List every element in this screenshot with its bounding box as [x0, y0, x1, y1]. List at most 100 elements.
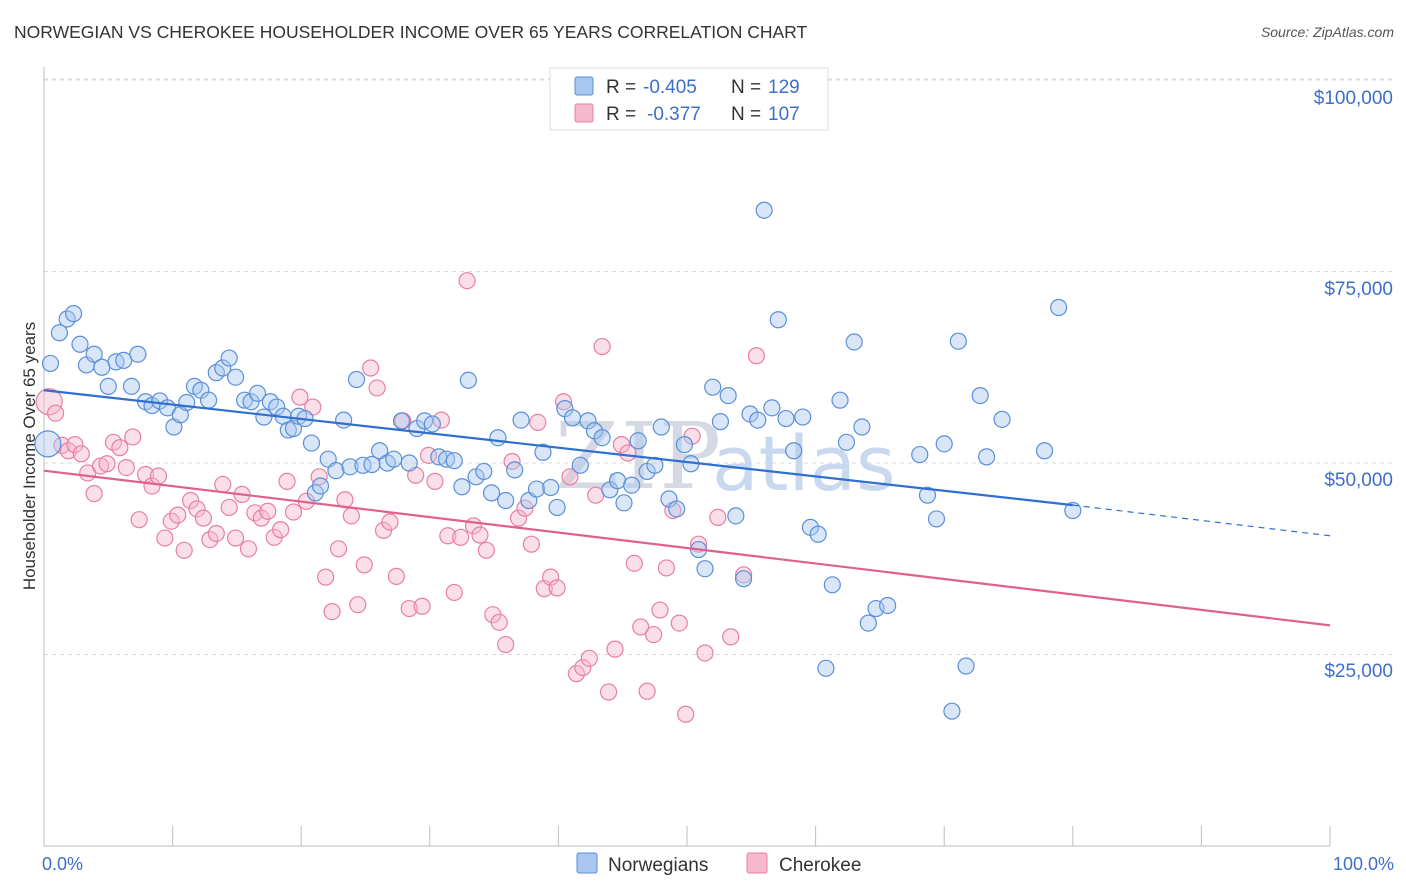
cherokee-point-12	[117, 458, 135, 477]
norwegian-point-105	[785, 442, 803, 460]
norwegian-point-118	[911, 445, 929, 464]
norwegian-point-86	[646, 456, 664, 474]
norwegian-point-44	[335, 411, 353, 429]
norwegian-point-110	[823, 576, 841, 594]
norwegian-point-52	[392, 412, 411, 430]
grid-lines	[44, 78, 1394, 655]
norwegian-point-121	[935, 435, 953, 453]
norwegian-point-23	[200, 391, 218, 409]
cherokee-point-68	[477, 541, 495, 559]
norwegian-point-47	[354, 456, 372, 474]
norwegian-point-66	[497, 491, 515, 510]
norwegian-point-125	[971, 386, 989, 405]
cherokee-point-21	[175, 541, 193, 559]
cherokee-point-33	[252, 509, 270, 527]
norwegian-trendline-extension	[1072, 504, 1331, 537]
cherokee-point-1	[46, 404, 65, 422]
cherokee-point-53	[381, 513, 399, 531]
cherokee-point-27	[214, 475, 232, 494]
cherokee-points	[35, 272, 766, 723]
cherokee-point-20	[169, 506, 187, 524]
cherokee-point-94	[644, 625, 663, 644]
source-label: Source: ZipAtlas.com	[1260, 24, 1394, 40]
legend-r-label-norwegians: R =	[606, 77, 636, 98]
norwegian-point-73	[548, 498, 566, 517]
norwegian-point-87	[652, 418, 670, 436]
cherokee-point-47	[342, 507, 360, 525]
norwegian-point-112	[837, 433, 856, 451]
norwegian-point-67	[506, 461, 524, 479]
y-tick-label-50000: $50,000	[1324, 470, 1393, 491]
norwegian-point-75	[563, 409, 582, 427]
cherokee-point-96	[657, 559, 676, 577]
norwegian-point-60	[453, 478, 471, 496]
cherokee-point-86	[593, 337, 611, 356]
cherokee-point-37	[278, 472, 296, 490]
norwegian-point-7	[85, 345, 103, 363]
norwegian-point-120	[927, 510, 946, 528]
norwegian-point-81	[608, 472, 627, 490]
x-tick-label-0: 0.0%	[42, 854, 83, 874]
norwegian-point-46	[347, 370, 366, 389]
cherokee-point-87	[599, 683, 618, 701]
cherokee-point-51	[368, 379, 386, 397]
correlation-legend: R = -0.405 N = 129 R = -0.377 N = 107	[549, 67, 829, 131]
chart-title: NORWEGIAN VS CHEROKEE HOUSEHOLDER INCOME…	[14, 22, 808, 42]
norwegian-point-102	[763, 399, 781, 417]
bottom-legend-swatch-norwegians	[576, 852, 598, 874]
norwegian-point-90	[675, 436, 694, 454]
norwegian-point-106	[794, 408, 812, 426]
y-tick-label-100000: $100,000	[1314, 88, 1393, 109]
cherokee-point-19	[162, 512, 180, 530]
cherokee-point-82	[567, 665, 586, 683]
cherokee-point-39	[291, 388, 309, 406]
norwegian-point-94	[704, 378, 722, 396]
norwegian-point-101	[755, 201, 773, 219]
cherokee-point-104	[722, 628, 740, 646]
cherokee-point-48	[349, 596, 367, 614]
norwegian-point-33	[268, 398, 286, 416]
cherokee-point-83	[574, 658, 592, 677]
norwegian-point-4	[64, 305, 83, 323]
cherokee-trendline	[43, 469, 1331, 627]
cherokee-point-92	[632, 618, 650, 636]
norwegian-point-117	[879, 596, 897, 615]
cherokee-point-56	[400, 599, 418, 618]
bottom-legend-label-norwegians: Norwegians	[608, 855, 708, 876]
norwegian-point-96	[719, 386, 737, 405]
norwegian-point-103	[769, 311, 787, 329]
cherokee-point-25	[201, 530, 219, 549]
legend-box	[549, 67, 829, 131]
cherokee-point-84	[580, 649, 598, 667]
norwegian-point-31	[255, 408, 273, 426]
legend-r-value-cherokee: -0.377	[647, 104, 701, 125]
cherokee-point-81	[561, 468, 579, 486]
norwegian-point-2	[50, 324, 69, 342]
norwegian-point-53	[400, 454, 418, 472]
legend-n-label-norwegians: N =	[731, 77, 761, 98]
cherokee-point-54	[387, 567, 405, 585]
norwegian-point-65	[489, 429, 507, 447]
cherokee-point-60	[426, 472, 444, 490]
norwegian-point-109	[817, 659, 835, 677]
norwegian-point-51	[385, 450, 403, 468]
norwegian-point-83	[623, 476, 641, 494]
norwegian-point-111	[831, 391, 849, 409]
cherokee-point-73	[509, 509, 528, 527]
norwegian-point-130	[1064, 501, 1082, 520]
cherokee-point-4	[66, 436, 84, 454]
norwegian-point-13	[129, 345, 147, 363]
norwegian-point-97	[727, 507, 745, 525]
cherokee-point-13	[124, 428, 142, 446]
cherokee-point-95	[651, 601, 669, 619]
norwegian-point-113	[845, 333, 863, 351]
norwegian-point-123	[949, 332, 967, 350]
legend-swatch-norwegians	[574, 76, 594, 96]
cherokee-point-29	[227, 529, 245, 547]
norwegian-point-119	[918, 486, 937, 504]
norwegian-point-108	[809, 525, 827, 543]
cherokee-point-11	[111, 439, 129, 457]
series-legend: Norwegians Cherokee	[576, 852, 861, 876]
cherokee-point-102	[696, 644, 714, 662]
norwegian-point-63	[475, 462, 493, 481]
